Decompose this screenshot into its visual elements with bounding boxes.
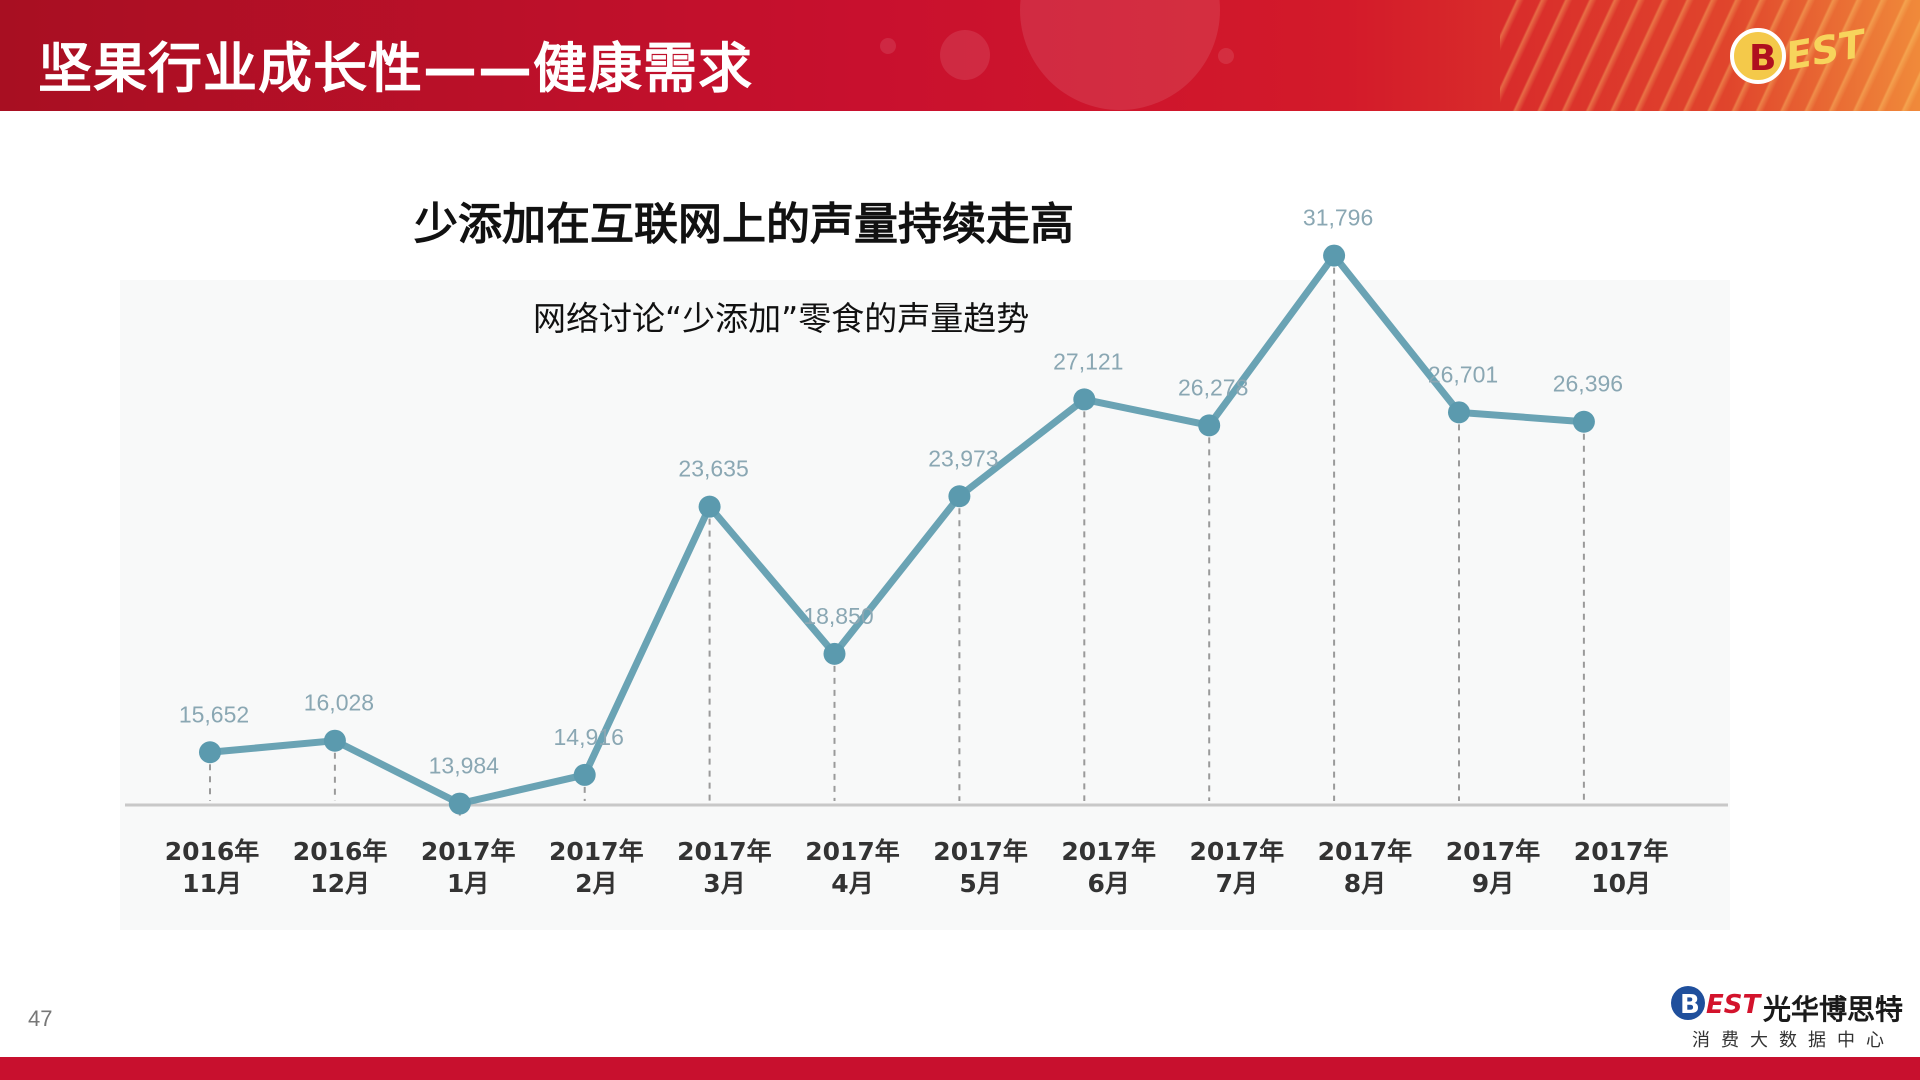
bottom-bar [0,1057,1920,1080]
data-point [199,741,221,764]
svg-text:B: B [1680,990,1700,1020]
data-label: 26,396 [1553,371,1623,397]
x-tick-label: 2017年 8月 [1318,837,1413,898]
data-label: 18,850 [803,603,873,629]
footer-brand-name: 光华博思特 [1763,993,1904,1026]
series-line [206,252,1588,808]
data-label: 23,635 [678,456,748,482]
slide-title: 少添加在互联网上的声量持续走高 [414,199,1074,250]
x-tick-label: 2017年 9月 [1446,837,1541,898]
data-point [573,763,596,786]
data-point [1448,401,1470,424]
data-point [948,485,971,508]
chart-background [120,280,1730,930]
x-tick-label: 2017年 10月 [1574,837,1669,898]
x-tick-label: 2016年 11月 [165,837,260,898]
footer-brand-subtitle: 消费大数据中心 [1692,1030,1895,1051]
data-point [1572,410,1595,433]
data-point [323,729,346,752]
data-label: 27,121 [1053,348,1123,374]
chart-title: 网络讨论“少添加”零食的声量趋势 [533,299,1030,338]
x-tick-label: 2017年 7月 [1190,837,1285,898]
data-point [823,642,846,665]
x-tick-label: 2017年 5月 [933,837,1028,898]
data-label: 16,028 [304,690,374,716]
footer-logo-text: EST [1706,990,1762,1020]
best-logo-icon: B EST [1730,21,1871,84]
page-header-title: 坚果行业成长性——健康需求 [38,37,753,100]
x-tick-label: 2017年 1月 [421,837,516,898]
sunburst-decoration [1500,0,1920,111]
data-point [448,792,471,815]
x-tick-label: 2017年 6月 [1061,837,1156,898]
page-number: 47 [28,1006,53,1031]
data-label: 26,701 [1428,361,1498,387]
data-label: 13,984 [429,753,500,779]
data-label: 23,973 [928,445,998,471]
svg-text:B: B [1749,38,1776,79]
x-tick-label: 2016年 12月 [293,837,388,898]
footer-logo-icon: B EST [1671,986,1762,1020]
data-point [1198,414,1221,437]
x-tick-label: 2017年 3月 [677,837,772,898]
x-tick-label: 2017年 2月 [549,837,644,898]
data-label: 15,652 [179,701,249,727]
header-bar: 坚果行业成长性——健康需求 B EST [0,0,1920,111]
data-label: 14,916 [554,724,624,750]
data-point [698,495,721,518]
data-label: 26,278 [1178,374,1248,400]
data-label: 31,796 [1303,205,1373,231]
x-tick-label: 2017年 4月 [805,837,900,898]
data-point [1073,388,1096,411]
data-point [1323,244,1346,267]
